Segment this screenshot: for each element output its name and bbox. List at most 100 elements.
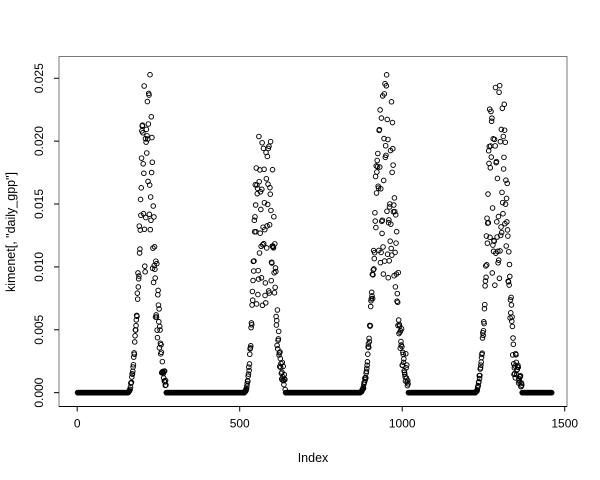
data-point — [273, 317, 280, 324]
data-point — [147, 194, 154, 200]
data-point — [377, 185, 384, 192]
data-point — [488, 154, 495, 160]
data-point — [262, 292, 268, 299]
data-point — [497, 232, 504, 239]
data-point — [496, 82, 503, 89]
data-point — [258, 206, 264, 213]
data-point — [495, 259, 501, 266]
data-point — [503, 243, 509, 249]
data-point — [502, 201, 509, 207]
data-point — [374, 157, 380, 164]
data-point — [518, 380, 525, 386]
data-point — [136, 223, 143, 229]
data-point — [277, 349, 283, 355]
data-point — [138, 155, 145, 161]
data-point — [275, 336, 282, 342]
data-point — [400, 359, 407, 366]
data-point — [143, 150, 150, 156]
data-point — [247, 345, 254, 351]
data-point — [129, 374, 135, 380]
data-point — [399, 343, 405, 350]
data-point — [249, 297, 256, 303]
data-point — [266, 143, 272, 150]
data-point — [135, 275, 142, 282]
data-point — [274, 307, 281, 313]
data-point — [374, 169, 380, 175]
data-point — [263, 245, 270, 251]
data-point — [478, 359, 484, 365]
data-point — [392, 212, 399, 218]
data-point — [272, 265, 279, 271]
data-point — [506, 282, 512, 288]
x-axis-label: Index — [298, 451, 329, 465]
data-point — [515, 362, 521, 369]
data-point — [381, 91, 388, 97]
data-point — [368, 289, 375, 296]
data-point — [380, 271, 387, 277]
data-point — [137, 196, 144, 203]
data-point — [256, 250, 263, 256]
data-point — [364, 365, 370, 372]
data-point — [388, 245, 394, 252]
data-point — [503, 177, 509, 183]
data-point — [267, 191, 274, 197]
data-point — [152, 266, 158, 273]
data-point — [393, 228, 400, 235]
data-point — [384, 116, 391, 123]
data-point — [261, 166, 267, 173]
data-point — [477, 364, 484, 371]
data-point — [486, 160, 492, 167]
data-point — [391, 208, 398, 215]
data-point — [150, 245, 156, 251]
data-point — [373, 190, 380, 196]
data-point — [262, 300, 269, 306]
data-point — [163, 382, 169, 388]
data-point — [517, 373, 524, 379]
data-point — [255, 291, 261, 298]
data-point — [275, 328, 282, 335]
data-point — [379, 217, 386, 224]
data-point — [509, 323, 516, 330]
data-point — [403, 362, 410, 368]
data-point — [507, 273, 513, 280]
data-point — [371, 249, 378, 256]
data-point — [255, 267, 262, 274]
data-point — [127, 386, 133, 393]
data-point — [367, 322, 374, 329]
data-point — [245, 378, 251, 385]
data-point — [397, 345, 404, 351]
data-point — [256, 178, 262, 185]
data-point — [146, 182, 153, 188]
data-point — [250, 277, 256, 284]
y-tick-label: 0.020 — [32, 126, 46, 156]
data-point — [500, 166, 507, 172]
data-point — [267, 138, 274, 145]
data-point — [383, 152, 389, 159]
points-layer — [74, 71, 555, 396]
data-point — [485, 191, 491, 197]
data-point — [369, 293, 375, 299]
data-point — [260, 241, 266, 248]
data-point — [489, 270, 496, 276]
data-point — [253, 301, 260, 307]
data-point — [389, 119, 396, 126]
data-point — [144, 98, 151, 105]
data-point — [502, 139, 509, 146]
data-point — [252, 202, 259, 208]
data-point — [246, 367, 252, 374]
data-point — [271, 289, 278, 296]
data-point — [393, 240, 399, 246]
data-point — [381, 258, 388, 264]
data-point — [149, 134, 155, 141]
data-point — [272, 241, 278, 247]
data-point — [276, 352, 282, 358]
data-point — [271, 213, 277, 220]
data-point — [371, 255, 378, 262]
data-point — [144, 133, 150, 139]
data-point — [135, 270, 141, 276]
data-point — [130, 361, 137, 368]
data-point — [403, 365, 409, 371]
data-point — [272, 284, 278, 291]
data-point — [493, 158, 500, 165]
data-point — [498, 126, 505, 133]
